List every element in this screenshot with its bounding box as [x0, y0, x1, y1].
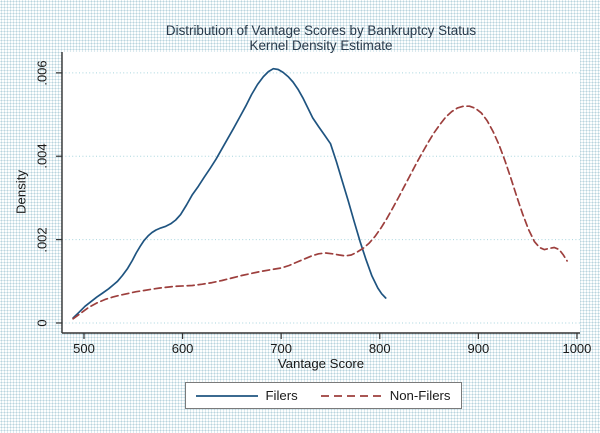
chart-subtitle: Kernel Density Estimate — [249, 37, 393, 53]
plot-area — [62, 52, 580, 333]
legend-label-nonfilers: Non-Filers — [389, 388, 451, 403]
chart-title: Distribution of Vantage Scores by Bankru… — [165, 23, 477, 38]
chart-title-block: Distribution of Vantage Scores by Bankru… — [62, 23, 580, 53]
series-curve-filers — [72, 67, 387, 319]
x-axis-title: Vantage Score — [277, 356, 365, 371]
legend: Filers Non-Filers — [185, 382, 462, 409]
legend-label-filers: Filers — [265, 388, 298, 403]
y-axis-title: Density — [13, 170, 29, 214]
nonfilers-line-sample-icon — [320, 394, 383, 397]
legend-item-filers: Filers — [196, 388, 298, 403]
legend-item-nonfilers: Non-Filers — [320, 388, 451, 403]
filers-line-sample-icon — [196, 394, 259, 397]
series-curve-non-filers — [72, 105, 568, 320]
